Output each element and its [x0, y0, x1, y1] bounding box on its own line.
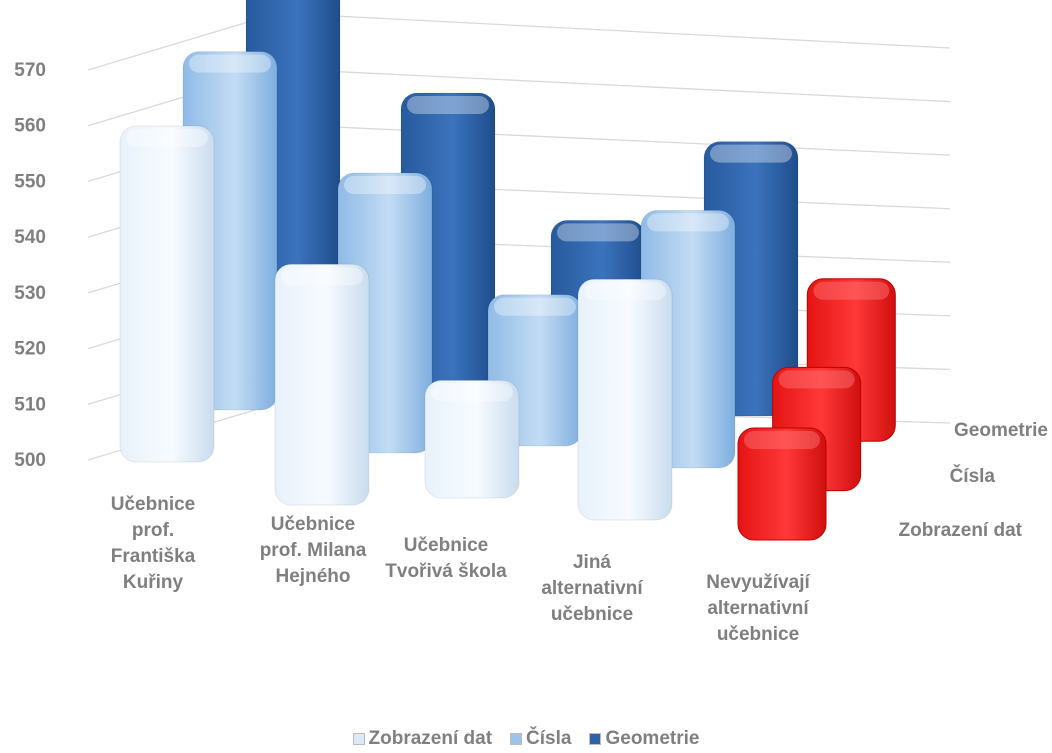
category-label: Jiná alternativní učebnice: [541, 552, 643, 625]
gridline-back: [277, 68, 951, 103]
y-tick-label: 540: [14, 227, 46, 248]
legend-item-cisla: Čísla: [510, 728, 571, 750]
y-tick-label: 550: [14, 171, 46, 192]
legend-item-zobrazeni-dat: Zobrazení dat: [352, 728, 493, 750]
legend-item-geometrie: Geometrie: [589, 728, 699, 750]
series-axis-label: Zobrazení dat: [898, 520, 1022, 541]
y-tick-label: 530: [14, 283, 46, 304]
series-axis-label: Čísla: [950, 465, 996, 487]
bar: [737, 427, 827, 541]
y-tick-label: 510: [14, 394, 46, 415]
y-tick-label: 500: [14, 450, 46, 471]
y-tick-label: 560: [14, 116, 46, 137]
chart-area: 500 510 520 530 540 550 560 570 Zobrazení dat Čí…: [14, 0, 1048, 645]
legend-swatch: [352, 733, 365, 745]
legend-label: Geometrie: [605, 728, 700, 749]
legend-label: Zobrazení dat: [368, 728, 493, 749]
bar: [577, 278, 673, 521]
series-axis-label: Geometrie: [954, 420, 1048, 441]
bar: [119, 125, 215, 463]
bar: [274, 263, 370, 506]
y-tick-label: 520: [14, 339, 46, 360]
category-label: Učebnice prof. Františka Kuřiny: [111, 494, 196, 593]
legend: Zobrazení dat Čísla Geometrie: [0, 728, 1052, 750]
series-axis: Zobrazení dat Čísla Geometrie: [898, 420, 1048, 541]
gridline-back: [277, 123, 951, 156]
y-axis: 500 510 520 530 540 550 560 570: [14, 60, 46, 471]
gridline-back: [277, 12, 951, 49]
category-axis: Učebnice prof. Františka Kuřiny Učebnice prof…: [111, 494, 811, 645]
category-label: Nevyužívají alternativní učebnice: [706, 572, 810, 645]
y-tick-label: 570: [14, 60, 46, 81]
legend-swatch: [510, 733, 523, 745]
legend-swatch: [589, 733, 602, 745]
category-label: Učebnice Tvořivá škola: [385, 535, 507, 582]
legend-label: Čísla: [526, 728, 572, 749]
category-label: Učebnice prof. Milana Hejného: [260, 514, 367, 587]
bars: [119, 0, 896, 541]
bar: [424, 379, 520, 499]
